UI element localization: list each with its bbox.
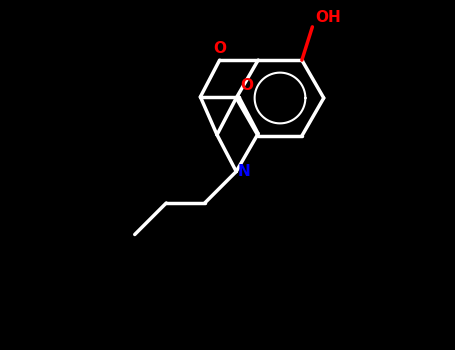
Text: O: O (241, 78, 253, 93)
Text: N: N (238, 164, 251, 179)
Text: OH: OH (315, 10, 341, 25)
Text: O: O (213, 41, 226, 56)
